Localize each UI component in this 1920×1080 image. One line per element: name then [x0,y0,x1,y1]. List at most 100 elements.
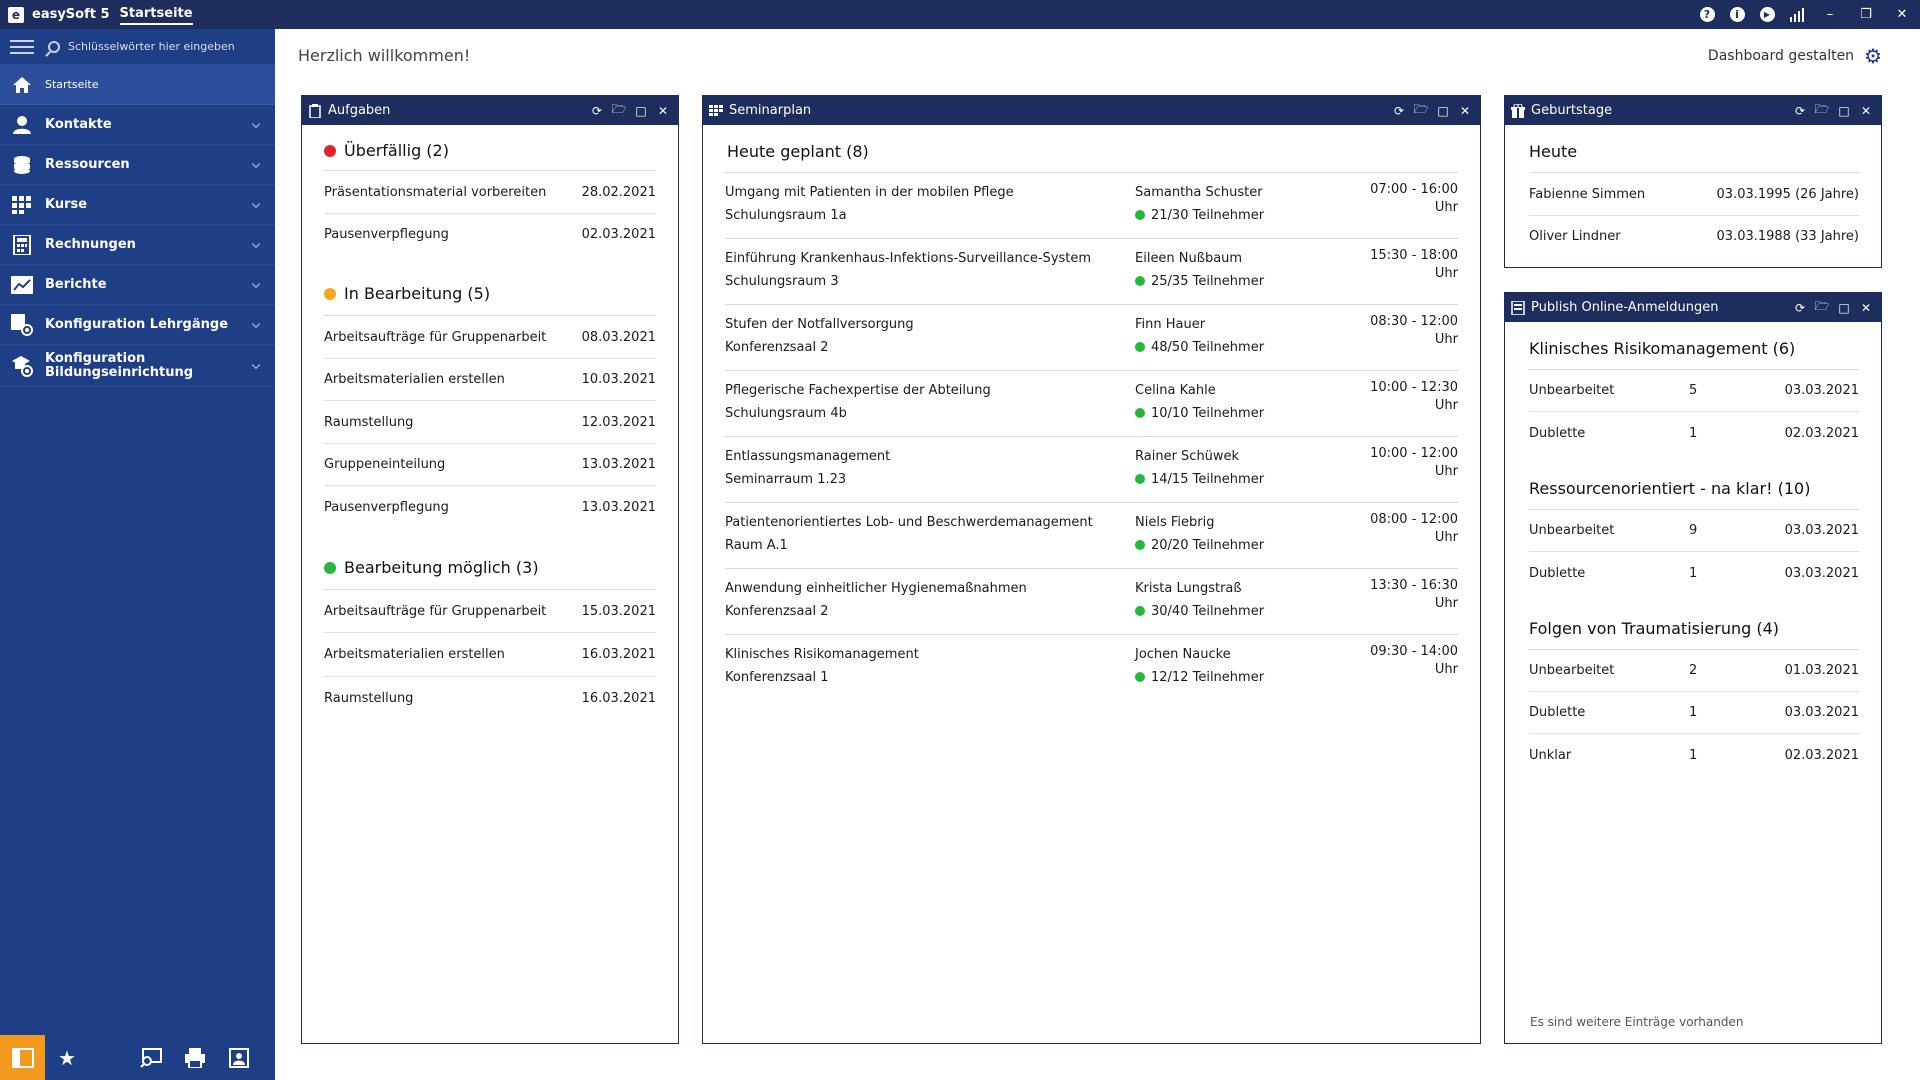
chevron-down-icon [251,159,261,168]
publish-row[interactable]: Unbearbeitet 5 03.03.2021 [1529,370,1859,412]
print-icon[interactable] [173,1035,217,1080]
sidebar-item-label: Startseite [45,77,99,91]
dashboard-customize-label: Dashboard gestalten [1707,48,1855,64]
close-icon[interactable]: ✕ [1860,103,1872,118]
panel-title: Publish Online-Anmeldungen [1531,300,1719,315]
maximize-icon[interactable]: □ [635,103,647,118]
task-row[interactable]: Pausenverpflegung 13.03.2021 [324,500,656,515]
grid-icon [709,104,723,118]
profile-icon[interactable] [217,1035,261,1080]
seminar-row[interactable]: Stufen der Notfallversorgung Konferenzsaa… [725,305,1458,371]
publish-panel-header: Publish Online-Anmeldungen ⟳ 🗁 □ ✕ [1505,293,1881,322]
panel-title: Geburtstage [1531,103,1613,118]
sidebar-item-konfiguration-lehrgaenge[interactable]: Konfiguration Lehrgänge [0,305,275,345]
signal-icon[interactable] [1782,0,1812,29]
grid-icon [11,194,33,216]
task-row[interactable]: Pausenverpflegung 02.03.2021 [324,227,656,242]
gift-icon [1511,103,1525,118]
folder-icon[interactable]: 🗁 [611,102,627,116]
sidebar-item-rechnungen[interactable]: Rechnungen [0,225,275,265]
chevron-down-icon [251,119,261,128]
task-row[interactable]: Raumstellung 12.03.2021 [324,401,656,444]
seminar-row[interactable]: Anwendung einheitlicher Hygienemaßnahmen… [725,569,1458,635]
task-row[interactable]: Präsentationsmaterial vorbereiten 28.02.2… [324,171,656,214]
maximize-icon[interactable]: □ [1838,103,1850,118]
more-entries-note: Es sind weitere Einträge vorhanden [1530,1015,1744,1029]
dashboard-customize-button[interactable]: Dashboard gestalten ⚙ [1708,44,1882,68]
sidebar-search[interactable]: Schlüsselwörter hier eingeben [0,29,275,65]
status-dot [1135,210,1145,220]
publish-row[interactable]: Dublette 1 02.03.2021 [1529,425,1859,441]
gear-icon: ⚙ [1864,44,1882,68]
publish-row[interactable]: Unklar 1 02.03.2021 [1529,747,1859,763]
info-icon[interactable]: i [1722,0,1752,29]
task-row[interactable]: Arbeitsmaterialien erstellen 10.03.2021 [324,359,656,401]
seminar-row[interactable]: Entlassungsmanagement Seminarraum 1.23 Ra… [725,437,1458,503]
config-institution-icon [11,355,33,377]
sidebar-item-kurse[interactable]: Kurse [0,185,275,225]
refresh-icon[interactable]: ⟳ [1794,103,1806,118]
status-dot [1135,342,1145,352]
close-icon[interactable]: ✕ [657,103,669,118]
sidebar-item-label: Ressourcen [45,156,130,172]
app-logo: e [8,6,24,23]
search-input[interactable]: Schlüsselwörter hier eingeben [68,40,235,53]
seminar-row[interactable]: Umgang mit Patienten in der mobilen Pfle… [725,173,1458,239]
close-icon[interactable]: ✕ [1896,7,1908,22]
status-dot [324,561,336,574]
sidebar-item-konfiguration-bildungseinrichtung[interactable]: Konfiguration Bildungseinrichtung [0,345,275,387]
birthday-row[interactable]: Oliver Lindner 03.03.1988 (33 Jahre) [1529,229,1859,244]
sidebar-item-berichte[interactable]: Berichte [0,265,275,305]
dashboard-view-button[interactable] [0,1035,45,1080]
seminar-row[interactable]: Pflegerische Fachexpertise der Abteilung… [725,371,1458,437]
folder-icon[interactable]: 🗁 [1413,102,1429,116]
publish-row[interactable]: Unbearbeitet 9 03.03.2021 [1529,510,1859,552]
hamburger-icon[interactable] [10,36,34,58]
chevron-down-icon [251,360,261,369]
search-icon [48,40,60,53]
task-row[interactable]: Arbeitsmaterialien erstellen 16.03.2021 [324,633,656,677]
folder-icon[interactable]: 🗁 [1814,299,1830,313]
refresh-icon[interactable]: ⟳ [1794,300,1806,315]
publish-group-title: Ressourcenorientiert - na klar! (10) [1529,468,1859,510]
minimize-icon[interactable]: – [1826,7,1834,22]
seminar-panel-header: Seminarplan ⟳ 🗁 □ ✕ [703,96,1480,125]
maximize-icon[interactable]: □ [1838,300,1850,315]
publish-group-title: Klinisches Risikomanagement (6) [1529,328,1859,370]
task-row[interactable]: Arbeitsaufträge für Gruppenarbeit 15.03.2… [324,590,656,633]
publish-row[interactable]: Unbearbeitet 2 01.03.2021 [1529,650,1859,692]
task-row[interactable]: Arbeitsaufträge für Gruppenarbeit 08.03.2… [324,316,656,359]
tasks-panel-header: Aufgaben ⟳ 🗁 □ ✕ [302,96,678,125]
seminar-panel: Seminarplan ⟳ 🗁 □ ✕ Heute geplant (8) Um… [702,95,1481,1044]
publish-row[interactable]: Dublette 1 03.03.2021 [1529,692,1859,734]
sidebar-item-ressourcen[interactable]: Ressourcen [0,145,275,185]
close-icon[interactable]: ✕ [1860,300,1872,315]
seminar-row[interactable]: Einführung Krankenhaus-Infektions-Survei… [725,239,1458,305]
restore-icon[interactable]: ❐ [1860,7,1872,22]
folder-icon[interactable]: 🗁 [1814,102,1830,116]
task-row[interactable]: Gruppeneinteilung 13.03.2021 [324,444,656,486]
close-icon[interactable]: ✕ [1459,103,1471,118]
star-icon[interactable]: ★ [58,1045,76,1070]
birthday-row[interactable]: Fabienne Simmen 03.03.1995 (26 Jahre) [1529,173,1859,216]
task-group-title: Überfällig (2) [324,131,656,171]
page-title: Herzlich willkommen! [298,46,471,65]
sidebar-item-kontakte[interactable]: Kontakte [0,105,275,145]
publish-row[interactable]: Dublette 1 03.03.2021 [1529,565,1859,581]
help-icon[interactable]: ? [1692,0,1722,29]
task-row[interactable]: Raumstellung 16.03.2021 [324,690,656,706]
sidebar-item-home[interactable]: Startseite [0,65,275,105]
config-courses-icon [11,313,33,336]
chevron-down-icon [251,279,261,288]
search-screen-icon[interactable] [129,1035,173,1080]
maximize-icon[interactable]: □ [1437,103,1449,118]
page-tab[interactable]: Startseite [119,4,193,25]
seminar-row[interactable]: Klinisches Risikomanagement Konferenzsaal… [725,644,1458,685]
play-icon[interactable]: ▶ [1752,0,1782,29]
seminar-row[interactable]: Patientenorientiertes Lob- und Beschwerd… [725,503,1458,569]
refresh-icon[interactable]: ⟳ [1393,103,1405,118]
panel-title: Seminarplan [729,103,812,118]
refresh-icon[interactable]: ⟳ [591,103,603,118]
status-dot [1135,474,1145,484]
chevron-down-icon [251,199,261,208]
